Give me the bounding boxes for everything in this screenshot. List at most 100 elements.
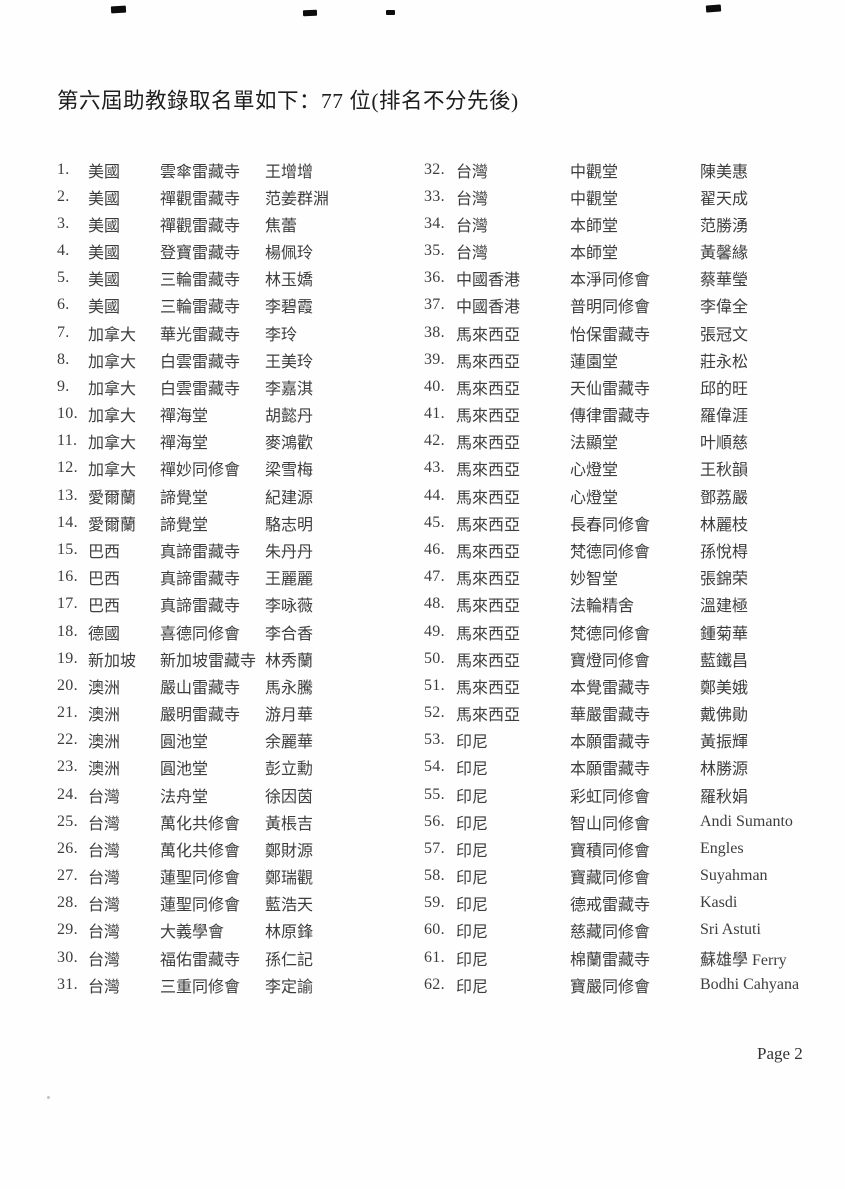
table-row: 26. 台灣 萬化共修會 鄭財源 bbox=[57, 835, 412, 862]
row-region: 台灣 bbox=[88, 788, 121, 806]
table-row: 34. 台灣 本師堂 范勝湧 bbox=[424, 210, 824, 237]
table-row: 56. 印尼 智山同修會 Andi Sumanto bbox=[424, 808, 824, 835]
row-person-name: 陳美惠 bbox=[700, 163, 749, 181]
row-organization: 白雲雷藏寺 bbox=[160, 353, 241, 371]
row-number: 13. bbox=[57, 486, 78, 504]
row-number: 43. bbox=[424, 459, 445, 477]
row-number: 53. bbox=[424, 731, 445, 749]
row-region: 台灣 bbox=[456, 190, 489, 208]
row-organization: 智山同修會 bbox=[570, 815, 651, 833]
table-row: 14. 愛爾蘭 諦覺堂 駱志明 bbox=[57, 509, 412, 536]
row-number: 38. bbox=[424, 323, 445, 341]
row-number: 58. bbox=[424, 867, 445, 885]
row-region: 德國 bbox=[88, 625, 121, 643]
row-person-name: 黃振輝 bbox=[700, 734, 749, 752]
table-row: 39. 馬來西亞 蓮園堂 莊永松 bbox=[424, 346, 824, 373]
entry-column-right: 32. 台灣 中觀堂 陳美惠 33. 台灣 中觀堂 翟天成 34. 台灣 本師堂 范勝湧 35. 台灣 本師… bbox=[424, 156, 824, 998]
table-row: 58. 印尼 寶藏同修會 Suyahman bbox=[424, 862, 824, 889]
row-region: 加拿大 bbox=[88, 462, 137, 480]
row-region: 馬來西亞 bbox=[456, 598, 521, 616]
row-region: 澳洲 bbox=[88, 761, 121, 779]
row-region: 加拿大 bbox=[88, 326, 137, 344]
row-organization: 華嚴雷藏寺 bbox=[570, 707, 651, 725]
row-number: 48. bbox=[424, 595, 445, 613]
table-row: 47. 馬來西亞 妙智堂 張錦荣 bbox=[424, 564, 824, 591]
table-row: 10. 加拿大 禪海堂 胡懿丹 bbox=[57, 401, 412, 428]
row-organization: 三重同修會 bbox=[160, 978, 241, 996]
table-row: 23. 澳洲 圓池堂 彭立勳 bbox=[57, 754, 412, 781]
row-number: 56. bbox=[424, 812, 445, 830]
row-person-name: 朱丹丹 bbox=[265, 543, 314, 561]
row-organization: 登寶雷藏寺 bbox=[160, 245, 241, 263]
table-row: 16. 巴西 真諦雷藏寺 王麗麗 bbox=[57, 564, 412, 591]
row-region: 馬來西亞 bbox=[456, 353, 521, 371]
table-row: 52. 馬來西亞 華嚴雷藏寺 戴佛勛 bbox=[424, 699, 824, 726]
row-number: 24. bbox=[57, 785, 78, 803]
table-row: 11. 加拿大 禪海堂 麥鴻歡 bbox=[57, 428, 412, 455]
row-organization: 慈藏同修會 bbox=[570, 924, 651, 942]
scan-artifact-mark bbox=[386, 10, 395, 15]
table-row: 6. 美國 三輪雷藏寺 李碧霞 bbox=[57, 292, 412, 319]
row-region: 馬來西亞 bbox=[456, 489, 521, 507]
row-person-name: 王增增 bbox=[265, 163, 314, 181]
row-region: 美國 bbox=[88, 272, 121, 290]
row-number: 27. bbox=[57, 867, 78, 885]
row-person-name: 黃馨緣 bbox=[700, 245, 749, 263]
row-organization: 禪觀雷藏寺 bbox=[160, 217, 241, 235]
row-number: 20. bbox=[57, 676, 78, 694]
row-person-name: 林玉嬌 bbox=[265, 272, 314, 290]
row-region: 馬來西亞 bbox=[456, 707, 521, 725]
row-person-name: 林秀蘭 bbox=[265, 652, 314, 670]
row-organization: 本師堂 bbox=[570, 217, 619, 235]
row-person-name: 駱志明 bbox=[265, 516, 314, 534]
row-number: 42. bbox=[424, 432, 445, 450]
row-region: 馬來西亞 bbox=[456, 543, 521, 561]
row-organization: 普明同修會 bbox=[570, 299, 651, 317]
row-person-name: 溫建極 bbox=[700, 598, 749, 616]
table-row: 59. 印尼 德戒雷藏寺 Kasdi bbox=[424, 890, 824, 917]
row-person-name: 王麗麗 bbox=[265, 571, 314, 589]
row-region: 台灣 bbox=[88, 897, 121, 915]
row-number: 3. bbox=[57, 214, 70, 232]
row-person-name: 范勝湧 bbox=[700, 217, 749, 235]
row-organization: 傳律雷藏寺 bbox=[570, 408, 651, 426]
table-row: 1. 美國 雲傘雷藏寺 王增增 bbox=[57, 156, 412, 183]
row-number: 52. bbox=[424, 704, 445, 722]
row-region: 印尼 bbox=[456, 815, 489, 833]
table-row: 15. 巴西 真諦雷藏寺 朱丹丹 bbox=[57, 536, 412, 563]
row-person-name: Engles bbox=[700, 839, 744, 857]
row-region: 加拿大 bbox=[88, 408, 137, 426]
row-organization: 圓池堂 bbox=[160, 734, 209, 752]
row-number: 51. bbox=[424, 676, 445, 694]
row-organization: 福佑雷藏寺 bbox=[160, 951, 241, 969]
row-number: 6. bbox=[57, 296, 70, 314]
row-number: 28. bbox=[57, 894, 78, 912]
table-row: 29. 台灣 大義學會 林原鋒 bbox=[57, 917, 412, 944]
row-organization: 怡保雷藏寺 bbox=[570, 326, 651, 344]
row-organization: 法顯堂 bbox=[570, 435, 619, 453]
row-number: 41. bbox=[424, 405, 445, 423]
table-row: 38. 馬來西亞 怡保雷藏寺 張冠文 bbox=[424, 319, 824, 346]
table-row: 8. 加拿大 白雲雷藏寺 王美玲 bbox=[57, 346, 412, 373]
row-person-name: 鄭瑞觀 bbox=[265, 870, 314, 888]
row-number: 11. bbox=[57, 432, 78, 450]
row-organization: 真諦雷藏寺 bbox=[160, 598, 241, 616]
row-number: 60. bbox=[424, 921, 445, 939]
row-region: 中國香港 bbox=[456, 272, 521, 290]
row-region: 巴西 bbox=[88, 543, 121, 561]
row-organization: 三輪雷藏寺 bbox=[160, 272, 241, 290]
row-person-name: 余麗華 bbox=[265, 734, 314, 752]
table-row: 25. 台灣 萬化共修會 黃棖吉 bbox=[57, 808, 412, 835]
row-organization: 華光雷藏寺 bbox=[160, 326, 241, 344]
row-region: 澳洲 bbox=[88, 734, 121, 752]
table-row: 4. 美國 登寶雷藏寺 楊佩玲 bbox=[57, 238, 412, 265]
row-person-name: 莊永松 bbox=[700, 353, 749, 371]
row-region: 印尼 bbox=[456, 734, 489, 752]
row-region: 馬來西亞 bbox=[456, 516, 521, 534]
row-organization: 寶燈同修會 bbox=[570, 652, 651, 670]
table-row: 42. 馬來西亞 法顯堂 叶順慈 bbox=[424, 428, 824, 455]
row-number: 10. bbox=[57, 405, 78, 423]
row-organization: 三輪雷藏寺 bbox=[160, 299, 241, 317]
row-region: 馬來西亞 bbox=[456, 679, 521, 697]
row-organization: 本師堂 bbox=[570, 245, 619, 263]
